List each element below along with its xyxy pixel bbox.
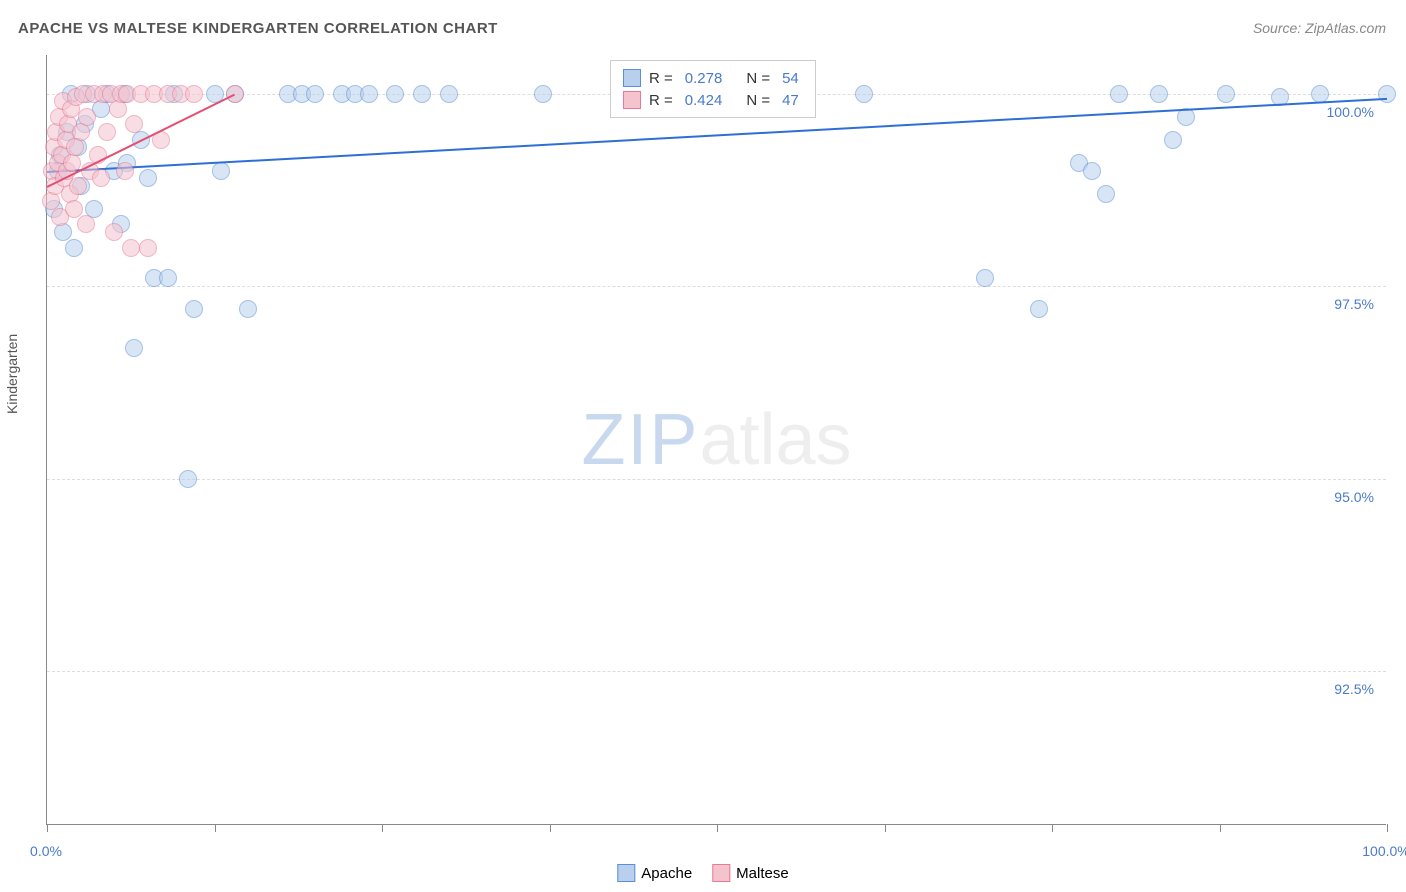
source-attribution: Source: ZipAtlas.com	[1253, 20, 1386, 36]
x-tick	[1220, 824, 1221, 832]
x-tick-label: 100.0%	[1362, 843, 1406, 859]
legend-row: R = 0.424 N = 47	[623, 89, 803, 111]
data-point	[976, 269, 994, 287]
data-point	[65, 239, 83, 257]
legend-n-value: 54	[782, 70, 799, 87]
data-point	[534, 85, 552, 103]
data-point	[1164, 131, 1182, 149]
data-point	[109, 100, 127, 118]
legend-swatch	[617, 864, 635, 882]
data-point	[139, 169, 157, 187]
legend-label: Apache	[641, 865, 692, 882]
data-point	[105, 223, 123, 241]
y-tick-label: 92.5%	[1334, 681, 1374, 697]
legend-item: Apache	[617, 864, 692, 882]
data-point	[306, 85, 324, 103]
data-point	[226, 85, 244, 103]
legend-item: Maltese	[712, 864, 789, 882]
x-tick	[1052, 824, 1053, 832]
y-tick-label: 97.5%	[1334, 296, 1374, 312]
data-point	[139, 239, 157, 257]
data-point	[1110, 85, 1128, 103]
x-tick	[382, 824, 383, 832]
legend-n-label: N =	[746, 70, 770, 87]
gridline	[47, 671, 1386, 672]
data-point	[1217, 85, 1235, 103]
data-point	[78, 108, 96, 126]
correlation-legend: R = 0.278 N = 54 R = 0.424 N = 47	[610, 60, 816, 118]
data-point	[69, 177, 87, 195]
legend-r-label: R =	[649, 70, 673, 87]
legend-r-value: 0.278	[685, 70, 723, 87]
data-point	[125, 339, 143, 357]
data-point	[440, 85, 458, 103]
x-tick	[717, 824, 718, 832]
data-point	[413, 85, 431, 103]
data-point	[1150, 85, 1168, 103]
legend-n-label: N =	[746, 92, 770, 109]
legend-r-label: R =	[649, 92, 673, 109]
data-point	[125, 115, 143, 133]
data-point	[98, 123, 116, 141]
gridline	[47, 479, 1386, 480]
watermark-logo: ZIPatlas	[581, 399, 851, 481]
data-point	[239, 300, 257, 318]
legend-swatch	[712, 864, 730, 882]
data-point	[855, 85, 873, 103]
data-point	[159, 269, 177, 287]
data-point	[386, 85, 404, 103]
gridline	[47, 286, 1386, 287]
y-tick-label: 95.0%	[1334, 489, 1374, 505]
data-point	[212, 162, 230, 180]
data-point	[1097, 185, 1115, 203]
data-point	[1311, 85, 1329, 103]
data-point	[77, 215, 95, 233]
data-point	[185, 85, 203, 103]
data-point	[72, 123, 90, 141]
series-legend: Apache Maltese	[617, 864, 788, 882]
legend-row: R = 0.278 N = 54	[623, 67, 803, 89]
x-tick	[47, 824, 48, 832]
x-tick	[550, 824, 551, 832]
legend-swatch	[623, 91, 641, 109]
data-point	[92, 169, 110, 187]
x-tick-label: 0.0%	[30, 843, 62, 859]
chart-title: APACHE VS MALTESE KINDERGARTEN CORRELATI…	[18, 20, 498, 37]
data-point	[116, 162, 134, 180]
x-tick	[1387, 824, 1388, 832]
legend-swatch	[623, 69, 641, 87]
data-point	[360, 85, 378, 103]
y-tick-label: 100.0%	[1327, 104, 1374, 120]
data-point	[1030, 300, 1048, 318]
data-point	[66, 138, 84, 156]
legend-label: Maltese	[736, 865, 789, 882]
x-tick	[215, 824, 216, 832]
data-point	[185, 300, 203, 318]
y-axis-label: Kindergarten	[4, 334, 20, 414]
data-point	[1083, 162, 1101, 180]
legend-r-value: 0.424	[685, 92, 723, 109]
data-point	[65, 200, 83, 218]
legend-n-value: 47	[782, 92, 799, 109]
data-point	[179, 470, 197, 488]
scatter-plot: ZIPatlas 92.5% 95.0% 97.5% 100.0%	[46, 55, 1386, 825]
x-tick	[885, 824, 886, 832]
